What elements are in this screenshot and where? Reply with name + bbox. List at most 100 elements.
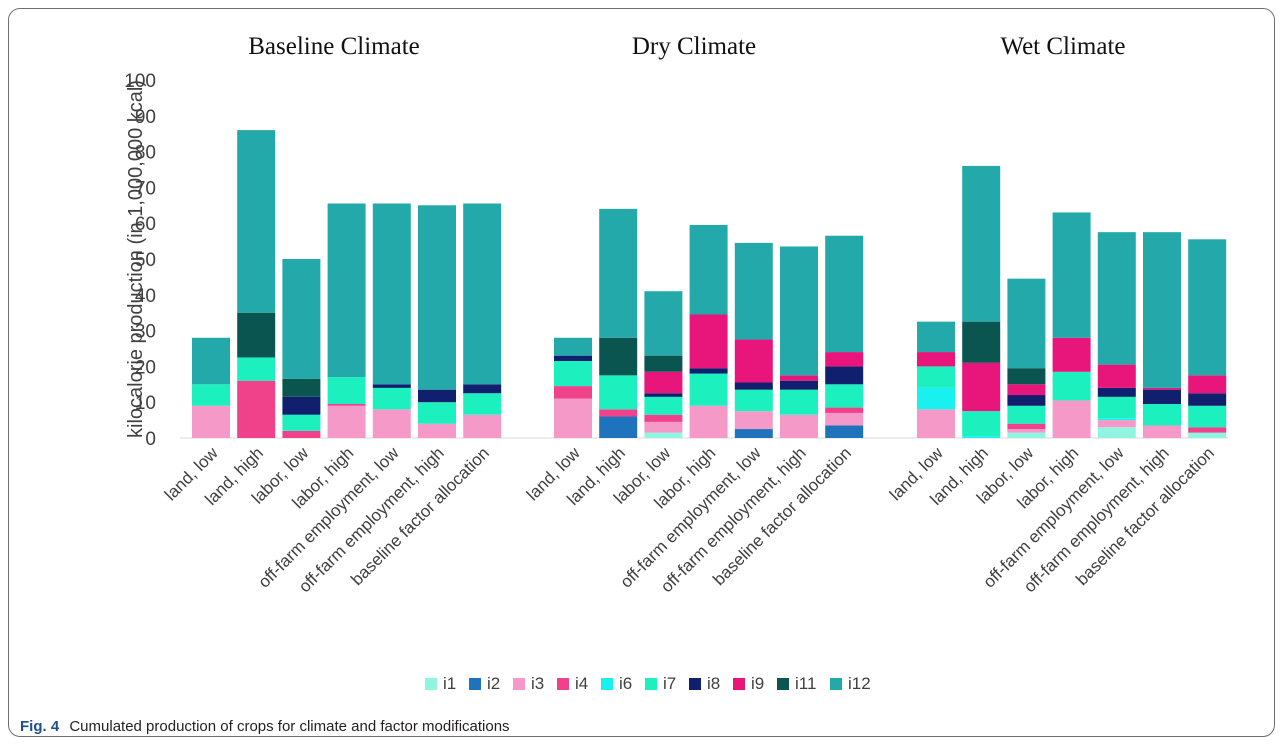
y-tick-label: 30 <box>135 322 156 343</box>
y-tick-label: 70 <box>135 178 156 199</box>
bar-segment-i1 <box>1097 427 1136 438</box>
legend-label-i11: i11 <box>795 674 816 693</box>
legend-swatch-i6 <box>601 678 613 690</box>
bar-segment-i11 <box>237 312 276 358</box>
bar-segment-i3 <box>1007 429 1046 433</box>
panel-title: Dry Climate <box>632 33 756 60</box>
bar-segment-i3 <box>554 398 592 438</box>
bar-segment-i7 <box>734 389 773 412</box>
figure-frame <box>8 8 1275 737</box>
bar-segment-i7 <box>1007 405 1046 424</box>
bar-segment-i7 <box>237 357 276 381</box>
bar-segment-i7 <box>282 414 321 431</box>
bar-segment-i3 <box>689 405 728 438</box>
bar-segment-i7 <box>599 375 638 410</box>
bar-segment-i12 <box>689 224 728 315</box>
y-tick-label: 20 <box>135 357 156 378</box>
legend-swatch-i9 <box>733 678 745 690</box>
bar-segment-i7 <box>689 373 728 406</box>
bar-segment-i3 <box>327 405 366 438</box>
bar-segment-i12 <box>1007 278 1046 369</box>
bar-segment-i9 <box>1052 337 1091 372</box>
bar-segment-i3 <box>734 411 773 430</box>
bar-segment-i9 <box>1097 364 1136 388</box>
bar-segment-i12 <box>1188 239 1227 376</box>
bar-segment-i7 <box>1052 371 1091 401</box>
legend-swatch-i3 <box>513 678 525 690</box>
bar-segment-i12 <box>418 205 456 390</box>
bar-segment-i12 <box>962 165 1001 322</box>
bar-segment-i3 <box>644 421 683 433</box>
bar-segment-i9 <box>780 375 818 381</box>
bar-segment-i3 <box>1097 420 1136 428</box>
bar-segment-i12 <box>554 337 592 356</box>
y-tick-label: 100 <box>124 71 156 92</box>
bar-segment-i12 <box>372 203 411 385</box>
bar-segment-i7 <box>192 384 230 406</box>
bar-segment-i9 <box>1188 375 1227 394</box>
bar-segment-i3 <box>1052 400 1091 438</box>
bar-segment-i12 <box>1097 232 1136 365</box>
bar-segment-i12 <box>734 242 773 340</box>
bar-segment-i7 <box>372 387 411 410</box>
legend-swatch-i1 <box>425 678 437 690</box>
bar-segment-i9 <box>1143 387 1181 390</box>
legend-swatch-i4 <box>557 678 569 690</box>
bar-segment-i12 <box>463 203 502 385</box>
bar-segment-i9 <box>962 362 1001 412</box>
bar-segment-i7 <box>463 393 502 415</box>
bar-segment-i7 <box>917 366 955 388</box>
legend-swatch-i2 <box>469 678 481 690</box>
panel-title: Wet Climate <box>1000 33 1125 60</box>
bar-segment-i2 <box>734 429 773 438</box>
bar-segment-i1 <box>1188 432 1227 438</box>
bar-segment-i6 <box>1097 418 1136 421</box>
legend-label-i4: i4 <box>575 674 588 693</box>
bar-segment-i11 <box>282 378 321 397</box>
bar-segment-i12 <box>644 291 683 356</box>
bar-segment-i8 <box>780 380 818 390</box>
bar-segment-i1 <box>644 432 683 438</box>
bar-segment-i8 <box>1007 395 1046 406</box>
bar-segment-i11 <box>644 355 683 372</box>
bar-segment-i6 <box>962 436 1001 438</box>
bar-segment-i7 <box>644 396 683 415</box>
bar-segment-i4 <box>825 407 864 413</box>
bar-segment-i3 <box>372 409 411 438</box>
bar-segment-i7 <box>554 361 592 387</box>
bar-segment-i3 <box>917 409 955 438</box>
legend-label-i2: i2 <box>487 674 500 693</box>
bar-segment-i4 <box>644 414 683 422</box>
bar-segment-i12 <box>917 321 955 353</box>
bar-segment-i7 <box>1097 396 1136 419</box>
bar-segment-i11 <box>1007 368 1046 385</box>
bar-segment-i3 <box>825 412 864 426</box>
bar-segment-i9 <box>734 339 773 383</box>
bar-segment-i4 <box>554 386 592 399</box>
bar-segment-i12 <box>825 235 864 353</box>
y-tick-label: 10 <box>135 393 156 414</box>
bar-segment-i11 <box>599 337 638 376</box>
bar-segment-i8 <box>734 382 773 390</box>
bar-segment-i8 <box>554 355 592 362</box>
bar-segment-i8 <box>372 384 411 388</box>
bar-segment-i4 <box>599 409 638 417</box>
bar-segment-i8 <box>689 368 728 374</box>
y-axis-label: kilocalorie production (in 1,000,000 kca… <box>125 80 147 438</box>
y-tick-label: 80 <box>135 143 156 164</box>
bar-segment-i6 <box>917 387 955 410</box>
legend-label-i12: i12 <box>848 674 871 693</box>
bar-segment-i7 <box>1188 405 1227 428</box>
bar-segment-i8 <box>825 366 864 385</box>
bar-segment-i12 <box>282 259 321 379</box>
bar-segment-i4 <box>1188 427 1227 433</box>
bar-segment-i12 <box>1052 212 1091 338</box>
y-tick-label: 50 <box>135 250 156 271</box>
bar-segment-i3 <box>192 405 230 438</box>
bar-segment-i3 <box>418 423 456 438</box>
legend-label-i8: i8 <box>707 674 720 693</box>
figure-caption-text: Cumulated production of crops for climat… <box>69 718 510 735</box>
y-tick-label: 90 <box>135 107 156 128</box>
bar-segment-i12 <box>192 337 230 385</box>
